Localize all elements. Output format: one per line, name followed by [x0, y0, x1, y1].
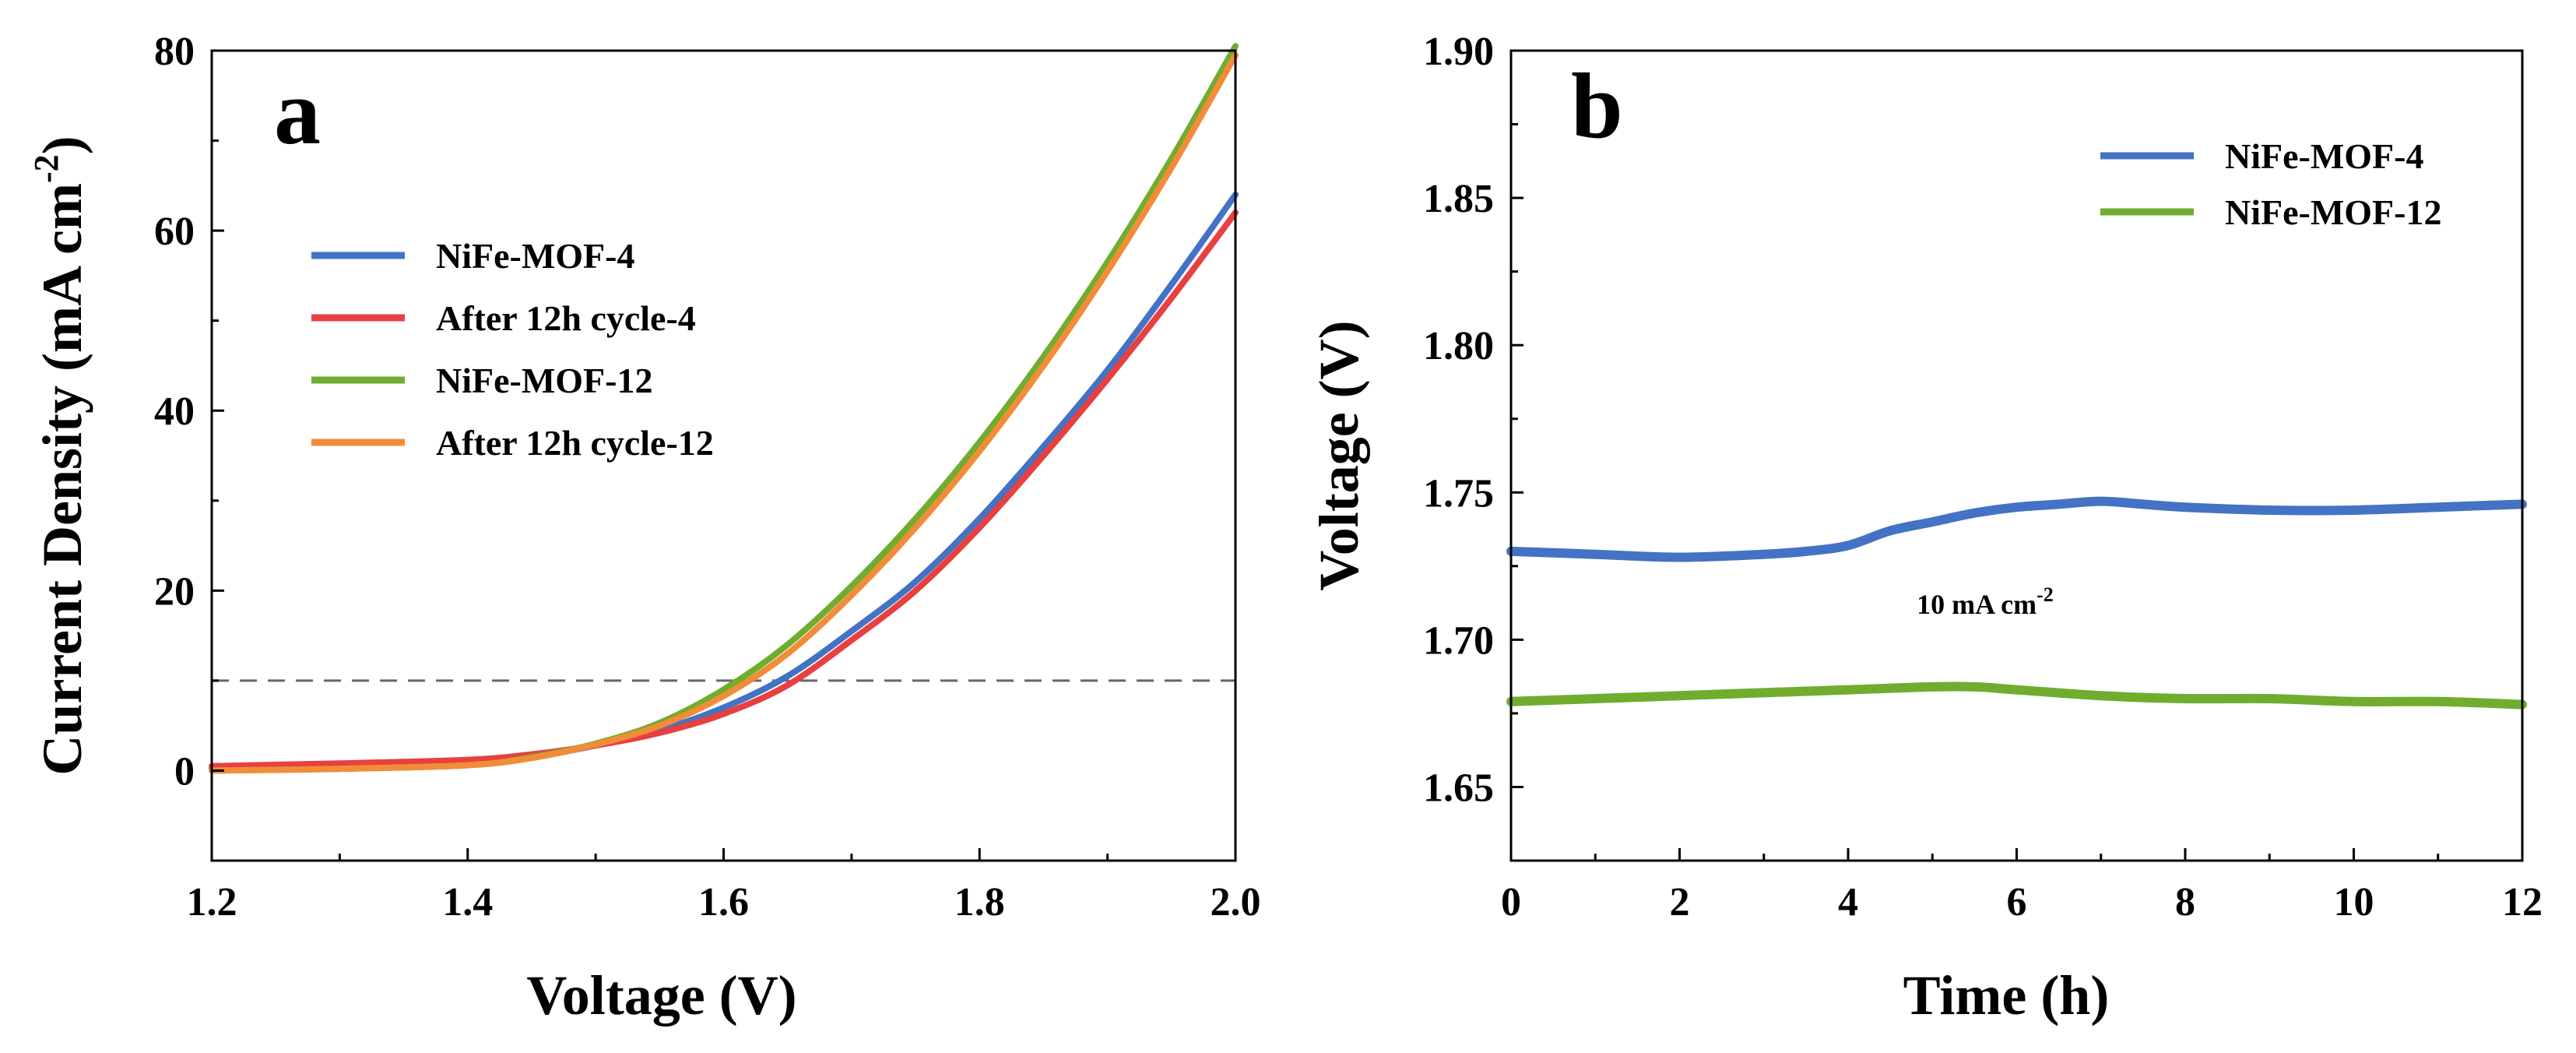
b-x-tick-label: 10: [2334, 880, 2374, 924]
a-y-axis-label: Current Density (mA cm-2): [27, 136, 93, 775]
b-x-axis-label: Time (h): [1903, 964, 2110, 1027]
a-x-tick-label: 1.6: [698, 880, 749, 924]
b-legend: NiFe-MOF-4 NiFe-MOF-12: [2100, 136, 2441, 232]
b-y-tick-label: 1.90: [1423, 30, 1494, 74]
b-x-tick-label: 2: [1670, 880, 1690, 924]
b-legend-label-0: NiFe-MOF-4: [2225, 136, 2423, 176]
b-legend-label-1: NiFe-MOF-12: [2225, 192, 2441, 232]
a-legend-label-2: NiFe-MOF-12: [436, 361, 652, 400]
b-annotation-sup: -2: [2037, 583, 2054, 606]
a-ticks: 1.2 1.4 1.6 1.8 2.0 0 20 40 60 80: [154, 30, 1261, 924]
b-x-tick-label: 6: [2007, 880, 2027, 924]
a-y-tick-label: 20: [154, 569, 195, 614]
b-series-line-0: [1506, 496, 2527, 562]
panel-a: 1.2 1.4 1.6 1.8 2.0 0 20 40 60 80 a NiFe-MOF-4 Aft…: [27, 30, 1261, 1027]
a-legend-label-3: After 12h cycle-12: [436, 423, 714, 463]
b-y-tick-label: 1.65: [1423, 766, 1494, 810]
panel-b: 0 2 4 6 8 10 12 1.65 1.70 1.75 1.80 1.85 1.90 b NiFe…: [1308, 30, 2543, 1027]
b-panel-letter: b: [1571, 54, 1623, 157]
a-x-tick-label: 1.2: [187, 880, 237, 924]
b-y-axis-label: Voltage (V): [1308, 320, 1370, 590]
a-series-line-1: [209, 210, 1239, 770]
b-x-tick-label: 0: [1501, 880, 1521, 924]
b-annotation-main: 10 mA cm: [1917, 589, 2037, 620]
b-annotation: 10 mA cm-2: [1917, 583, 2054, 620]
a-legend-label-1: After 12h cycle-4: [436, 298, 696, 338]
b-y-tick-label: 1.85: [1423, 177, 1494, 221]
a-x-axis-label: Voltage (V): [526, 964, 796, 1027]
b-x-tick-label: 12: [2502, 880, 2543, 924]
a-y-tick-label: 0: [174, 749, 195, 794]
b-y-tick-label: 1.80: [1423, 324, 1494, 368]
b-x-tick-label: 4: [1838, 880, 1858, 924]
a-panel-letter: a: [274, 60, 321, 164]
b-series-group: [1506, 496, 2527, 710]
a-x-tick-label: 1.4: [442, 880, 493, 924]
a-series-line-3: [209, 51, 1239, 774]
a-y-tick-label: 40: [154, 389, 195, 434]
b-y-tick-label: 1.75: [1423, 471, 1494, 516]
a-y-tick-label: 80: [154, 30, 195, 74]
a-legend-label-0: NiFe-MOF-4: [436, 236, 634, 276]
a-legend: NiFe-MOF-4 After 12h cycle-4 NiFe-MOF-12 Af…: [311, 236, 714, 463]
b-ticks: 0 2 4 6 8 10 12 1.65 1.70 1.75 1.80 1.85 1.90: [1423, 30, 2543, 924]
b-y-tick-label: 1.70: [1423, 618, 1494, 663]
a-x-tick-label: 2.0: [1211, 880, 1261, 924]
a-x-tick-label: 1.8: [954, 880, 1005, 924]
b-x-tick-label: 8: [2175, 880, 2195, 924]
a-series-group: [209, 43, 1239, 774]
b-series-line-1: [1506, 681, 2527, 710]
a-y-axis-label-main: Current Density (mA cm: [31, 183, 93, 776]
a-y-axis-label-close: ): [31, 136, 93, 154]
a-y-tick-label: 60: [154, 210, 195, 254]
a-y-axis-label-sup: -2: [27, 154, 65, 183]
